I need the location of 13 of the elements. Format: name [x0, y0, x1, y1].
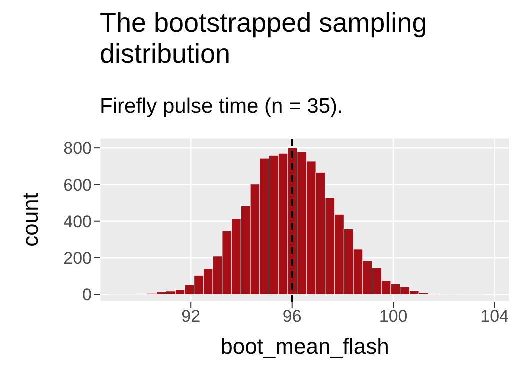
y-tick-label: 0 [82, 286, 92, 305]
y-tick-label: 800 [64, 139, 92, 158]
y-tick-label: 600 [64, 176, 92, 195]
x-tick-label: 92 [182, 307, 201, 326]
chart-title: The bootstrapped sampling distribution [100, 8, 428, 70]
y-tick-label: 400 [64, 212, 92, 232]
y-axis-title: count [18, 193, 43, 247]
x-tick-label: 104 [480, 307, 509, 326]
x-tick-label: 100 [379, 307, 408, 326]
y-tick-label: 200 [64, 249, 92, 268]
chart-subtitle: Firefly pulse time (n = 35). [100, 95, 344, 119]
x-axis-title: boot_mean_flash [220, 334, 390, 359]
x-tick-label: 96 [282, 307, 302, 326]
